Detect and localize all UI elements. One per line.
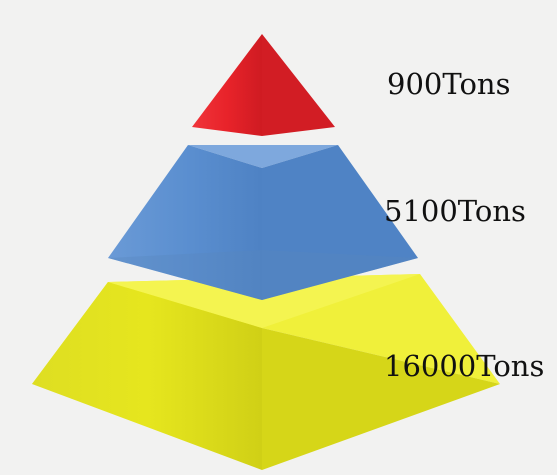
tier-middle-right-face xyxy=(262,145,418,300)
tier-top-label: 900Tons xyxy=(387,67,511,101)
tier-middle xyxy=(108,145,418,300)
tier-bottom-back-face xyxy=(108,274,420,328)
tier-top-right-face xyxy=(262,34,335,136)
tier-bottom-left-face xyxy=(32,282,262,470)
tier-middle-shadow xyxy=(108,250,418,300)
tier-middle-left-face xyxy=(108,145,262,300)
tier-middle-top-face xyxy=(188,145,338,168)
tier-top-left-face xyxy=(192,34,262,136)
tier-middle-label: 5100Tons xyxy=(384,194,526,228)
tier-top xyxy=(192,34,335,136)
tier-bottom-label: 16000Tons xyxy=(384,349,545,383)
tier-bottom xyxy=(32,274,500,470)
tier-bottom-right-face xyxy=(262,328,500,470)
